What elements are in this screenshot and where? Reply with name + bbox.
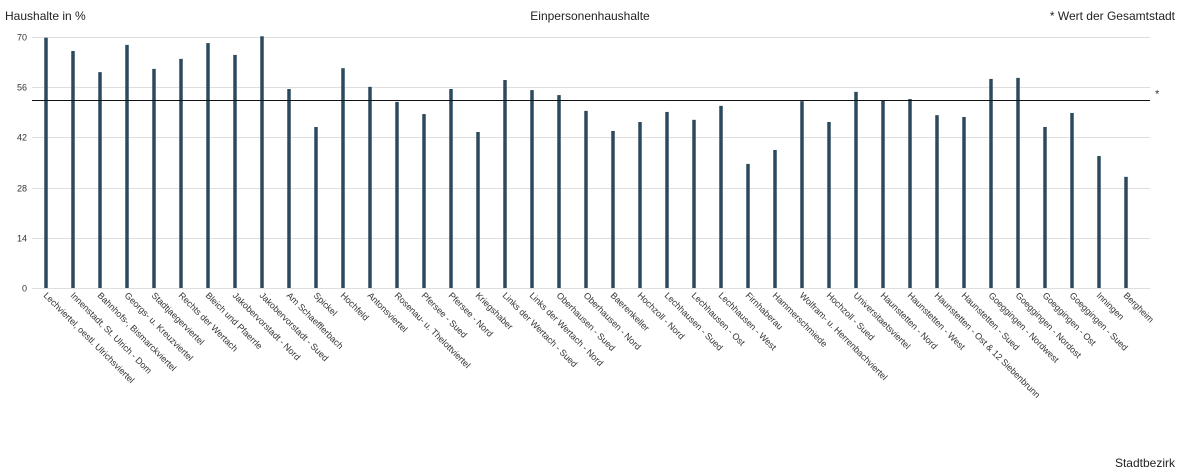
bar <box>773 149 777 288</box>
bar <box>1097 156 1101 288</box>
bar <box>908 99 912 288</box>
bar <box>44 37 48 288</box>
bar <box>260 36 264 288</box>
bar <box>935 115 939 288</box>
reference-marker: * <box>1155 89 1160 101</box>
bar <box>179 58 183 289</box>
bar <box>422 114 426 288</box>
y-tick-label: 0 <box>22 284 27 294</box>
bar <box>287 88 291 289</box>
bar <box>827 121 831 288</box>
bar <box>503 80 507 288</box>
bar <box>800 101 804 289</box>
y-tick-label: 56 <box>17 83 27 93</box>
bar <box>125 44 129 288</box>
y-tick-label: 28 <box>17 184 27 194</box>
bar <box>638 121 642 288</box>
bar <box>206 43 210 288</box>
y-tick-label: 70 <box>17 33 27 43</box>
x-tick-label: Bergheim <box>1122 290 1156 324</box>
bar <box>233 54 237 289</box>
bar <box>584 110 588 289</box>
bars <box>44 36 1128 289</box>
reference-legend-note: * Wert der Gesamtstadt <box>1049 9 1175 23</box>
bar <box>395 101 399 289</box>
bar <box>746 163 750 288</box>
bar <box>989 78 993 288</box>
bar <box>530 90 534 288</box>
x-tick-label: Hochfeld <box>339 290 371 322</box>
x-tick-label: Hochzoll - Nord <box>636 290 687 341</box>
bar <box>98 72 102 288</box>
bar <box>71 50 75 289</box>
y-tick-label: 42 <box>17 133 27 143</box>
gridlines <box>32 37 1150 289</box>
bar <box>314 127 318 288</box>
y-axis-title: Haushalte in % <box>5 9 86 23</box>
bar <box>692 119 696 288</box>
bar <box>962 116 966 289</box>
bar <box>1124 176 1128 288</box>
bar <box>1016 77 1020 288</box>
chart-title: Einpersonenhaushalte <box>530 9 650 23</box>
y-axis-ticks: 0 14 28 42 56 70 <box>17 33 27 294</box>
y-tick-label: 14 <box>17 234 27 244</box>
bar <box>719 105 723 288</box>
x-axis-labels: Lechviertel, oestl. UlrichsviertelInnens… <box>42 290 1156 400</box>
bar <box>881 100 885 288</box>
bar <box>152 68 156 288</box>
bar <box>341 68 345 288</box>
bar <box>854 91 858 288</box>
bar <box>611 130 615 288</box>
bar <box>368 86 372 288</box>
bar <box>1070 113 1074 289</box>
bar <box>557 95 561 288</box>
bar <box>449 88 453 289</box>
bar <box>1043 127 1047 288</box>
reference: * <box>32 89 1160 101</box>
x-axis-title: Stadtbezirk <box>1114 456 1175 470</box>
bar <box>476 132 480 288</box>
x-tick-label: Hochzoll - Sued <box>825 290 877 342</box>
bar <box>665 111 669 288</box>
